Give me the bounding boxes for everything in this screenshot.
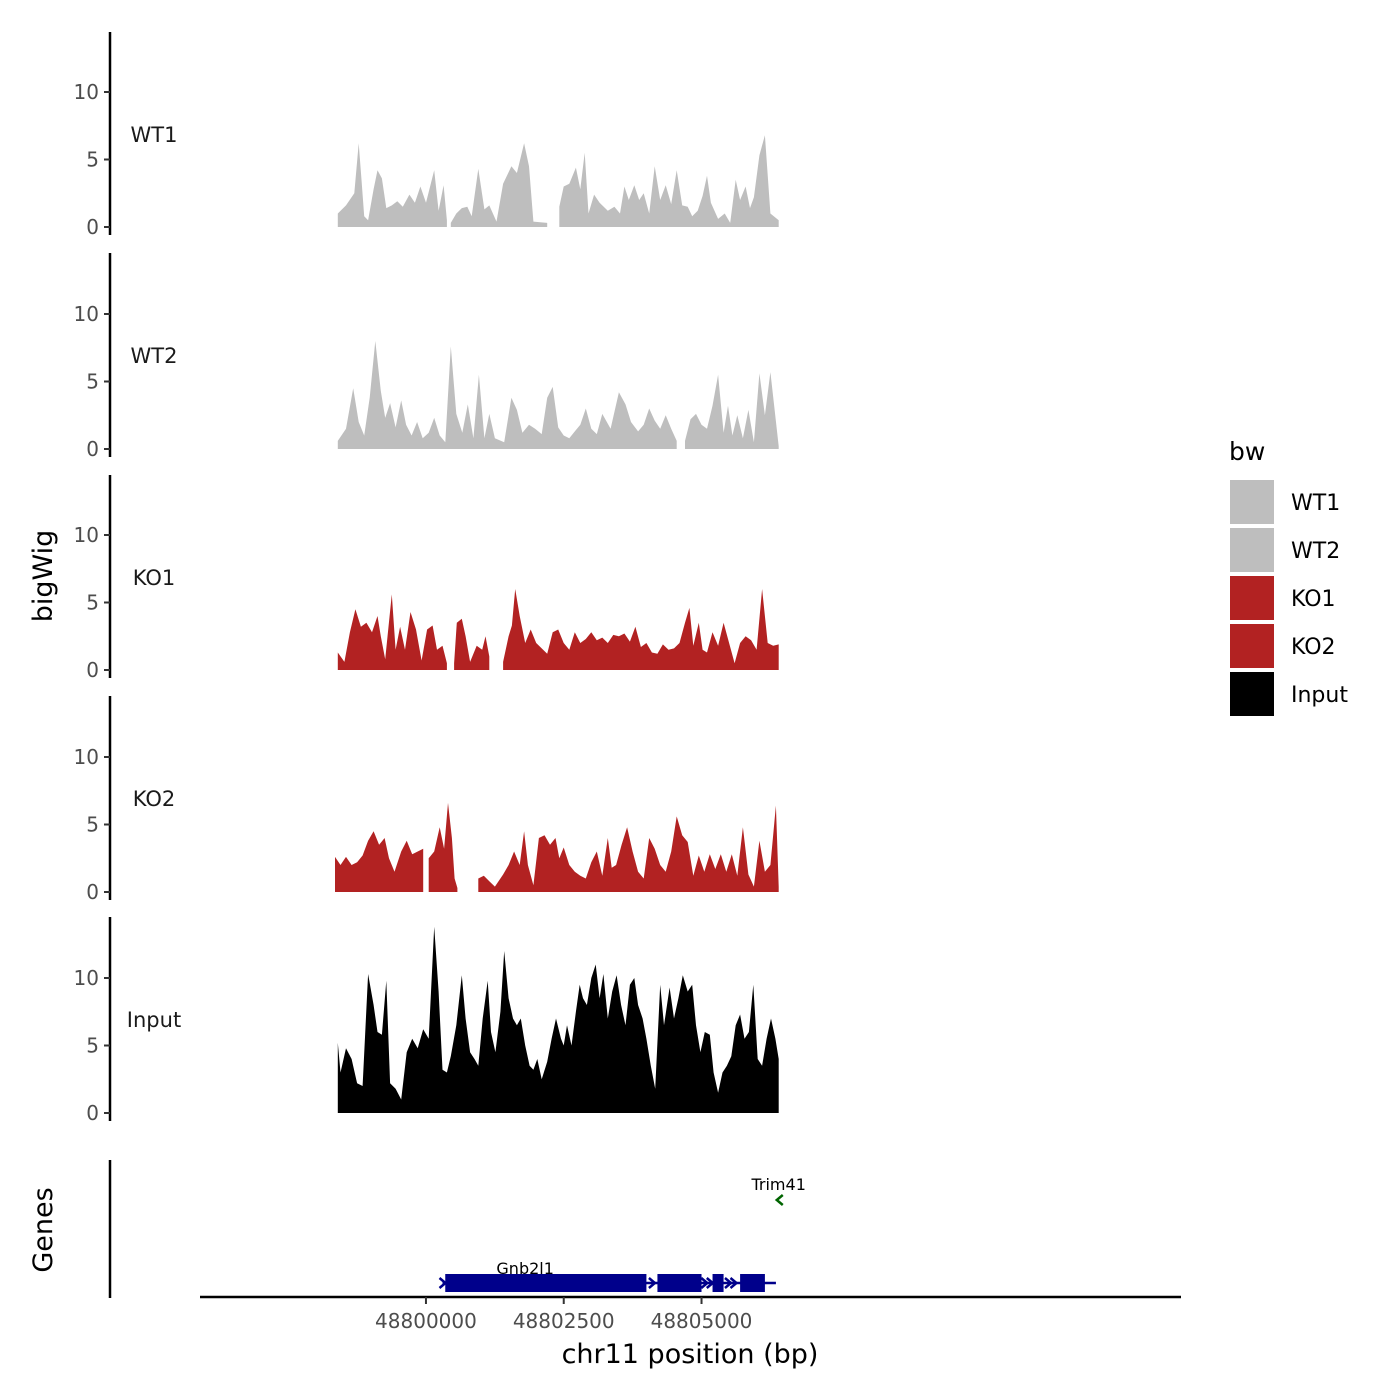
x-axis-title: chr11 position (bp): [562, 1339, 819, 1370]
legend-swatch: [1230, 528, 1274, 572]
legend-swatch: [1230, 672, 1274, 716]
track-label: KO1: [133, 566, 176, 590]
track-ko2: 0 5 10 KO2: [74, 696, 779, 904]
coverage-area: [335, 831, 424, 892]
strand-arrow-icon: [729, 1277, 739, 1289]
legend-entry-wt2: WT2: [1230, 528, 1340, 572]
gene-exon: [657, 1274, 702, 1292]
strand-arrow-icon: [724, 1277, 733, 1289]
y-tick-label: 0: [86, 658, 99, 682]
genes-panel-title: Genes: [28, 1187, 59, 1272]
legend-label: KO2: [1291, 635, 1336, 660]
coverage-area: [685, 372, 779, 449]
coverage-area: [337, 341, 677, 449]
gene-exon: [712, 1274, 724, 1292]
coverage-area: [478, 805, 779, 892]
legend-swatch: [1230, 480, 1274, 524]
track-ko1: 0 5 10 KO1: [74, 475, 779, 682]
coverage-area: [450, 143, 548, 227]
legend-label: WT1: [1291, 491, 1340, 516]
coverage-area: [337, 926, 779, 1113]
track-label: Input: [127, 1008, 181, 1032]
y-tick-label: 0: [86, 215, 99, 239]
legend-label: Input: [1291, 683, 1348, 708]
legend-label: WT2: [1291, 539, 1340, 564]
legend-entry-input: Input: [1230, 672, 1348, 716]
y-tick-label: 0: [86, 1101, 99, 1125]
y-tick-label: 5: [86, 591, 99, 615]
track-wt2: 0 5 10 WT2: [74, 253, 779, 461]
gene-gnb2l1: Gnb2l1: [438, 1259, 776, 1292]
strand-arrow-icon: [774, 1194, 784, 1206]
y-tick-label: 5: [86, 148, 99, 172]
y-tick-label: 0: [86, 437, 99, 461]
coverage-area: [559, 135, 779, 227]
legend-swatch: [1230, 624, 1274, 668]
track-label: KO2: [133, 787, 176, 811]
y-tick-label: 5: [86, 1034, 99, 1058]
coverage-area: [454, 618, 490, 670]
coverage-area: [337, 143, 447, 227]
y-tick-label: 10: [74, 966, 99, 990]
x-tick-label: 48802500: [513, 1309, 615, 1333]
coverage-area: [337, 594, 447, 670]
y-tick-label: 5: [86, 370, 99, 394]
gene-exon: [445, 1274, 647, 1292]
y-tick-label: 10: [74, 302, 99, 326]
strand-arrow-icon: [438, 1277, 448, 1289]
legend-title: bw: [1229, 437, 1265, 466]
track-wt1: 0 5 10 WT1: [74, 32, 779, 239]
y-tick-label: 10: [74, 80, 99, 104]
legend-entry-ko1: KO1: [1230, 576, 1336, 620]
gene-label: Trim41: [750, 1175, 805, 1194]
strand-arrow-icon: [648, 1277, 657, 1289]
x-tick-label: 48805000: [651, 1309, 753, 1333]
y-tick-label: 5: [86, 813, 99, 837]
gene-label: Gnb2l1: [496, 1259, 554, 1278]
gene-exon: [740, 1274, 765, 1292]
legend-label: KO1: [1291, 587, 1336, 612]
coverage-area: [503, 589, 779, 670]
strand-arrow-icon: [705, 1277, 715, 1289]
strand-arrow-icon: [714, 1277, 724, 1289]
coverage-area: [428, 802, 458, 892]
y-axis-title: bigWig: [28, 530, 59, 623]
track-label: WT2: [131, 344, 178, 368]
track-label: WT1: [131, 123, 178, 147]
legend-entry-ko2: KO2: [1230, 624, 1336, 668]
legend-entry-wt1: WT1: [1230, 480, 1340, 524]
y-tick-label: 0: [86, 880, 99, 904]
legend-swatch: [1230, 576, 1274, 620]
x-tick-label: 48800000: [375, 1309, 477, 1333]
y-tick-label: 10: [74, 523, 99, 547]
y-tick-label: 10: [74, 745, 99, 769]
strand-arrow-icon: [700, 1277, 710, 1289]
gene-trim41: Trim41: [750, 1175, 806, 1206]
track-input: 0 5 10 Input: [74, 917, 779, 1125]
